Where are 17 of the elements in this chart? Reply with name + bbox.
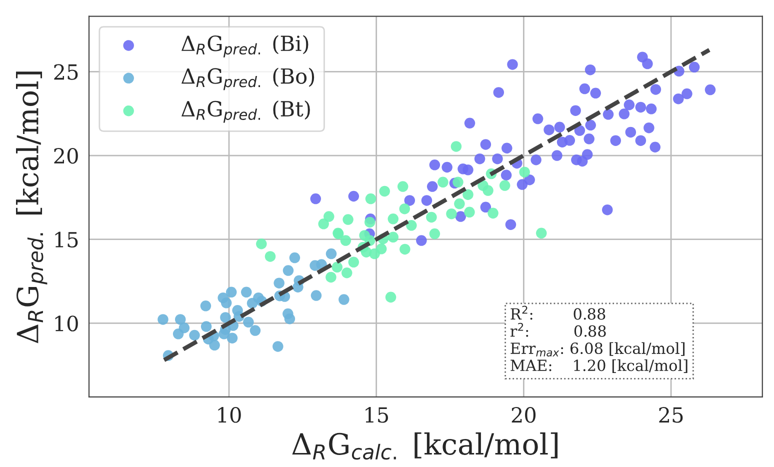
x-tick-label: 25 bbox=[659, 407, 683, 423]
annotation: Err$_{max}$: 6.08 [kcal/mol] bbox=[510, 342, 685, 356]
y-tick-label: 10 bbox=[55, 316, 78, 332]
annotation: R$^{2}$: 0.88 bbox=[510, 306, 606, 320]
x-tick-label: 20 bbox=[512, 407, 536, 423]
x-tick-label: 10 bbox=[218, 407, 241, 423]
y-tick-label: 15 bbox=[55, 232, 78, 248]
annotation: r$^{2}$: 0.88 bbox=[510, 322, 606, 337]
x-axis-title: Δ$_{R}$G$_{calc.}$ [kcal/mol] bbox=[292, 432, 558, 460]
legend-label: Δ$_{R}$G$_{pred.}$ (Bi) bbox=[181, 35, 308, 58]
y-tick-label: 25 bbox=[54, 64, 78, 80]
legend-label: Δ$_{R}$G$_{pred.}$ (Bo) bbox=[181, 68, 314, 90]
x-tick-label: 15 bbox=[366, 407, 388, 423]
y-axis-title: Δ$_{R}$G$_{pred.}$ [kcal/mol] bbox=[16, 72, 48, 344]
annotation: MAE: 1.20 [kcal/mol] bbox=[510, 359, 688, 373]
y-tick-label: 20 bbox=[54, 148, 78, 164]
legend-label: Δ$_{R}$G$_{pred.}$ (Bt) bbox=[181, 100, 310, 123]
